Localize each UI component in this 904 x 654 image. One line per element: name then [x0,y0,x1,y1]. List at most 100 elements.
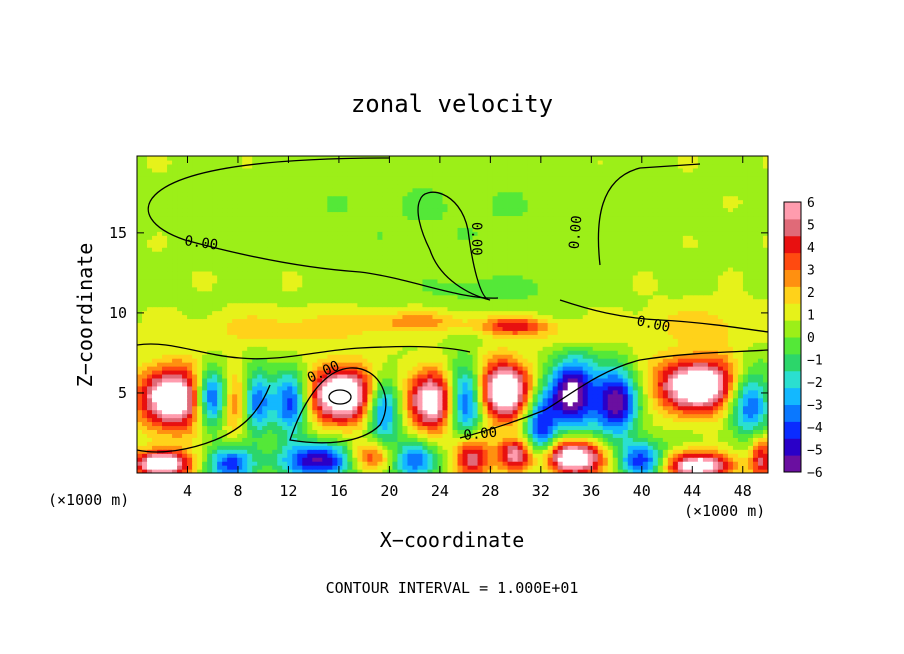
heatmap-cell [252,445,258,450]
heatmap-cell [462,389,469,395]
heatmap-cell [407,457,414,462]
heatmap-cell [487,342,494,347]
heatmap-cell [587,441,594,446]
heatmap-cell [317,437,323,442]
heatmap-cell [552,417,559,423]
heatmap-cell [147,441,153,446]
heatmap-cell [212,358,218,363]
heatmap-cell [402,358,409,363]
heatmap-cell [467,469,474,473]
heatmap-cell [432,393,439,399]
heatmap-cell [487,449,494,454]
heatmap-cell [292,381,298,387]
heatmap-cell [627,362,634,367]
heatmap-cell [487,417,494,423]
heatmap-cell [692,453,699,458]
heatmap-cell [722,469,729,473]
heatmap-cell [682,346,689,351]
heatmap-cell [492,461,499,466]
heatmap-cell [247,405,253,411]
heatmap-cell [582,373,589,379]
heatmap-cell [297,322,303,327]
heatmap-cell [637,405,644,411]
heatmap-cell [382,326,388,331]
heatmap-cell [342,397,348,403]
heatmap-cell [427,389,434,395]
heatmap-field [137,156,768,473]
heatmap-cell [572,354,579,359]
heatmap-cell [682,373,689,379]
heatmap-cell [647,342,654,347]
heatmap-cell [487,334,494,339]
heatmap-cell [502,358,509,363]
heatmap-cell [152,354,158,359]
heatmap-cell [447,393,454,399]
heatmap-cell [547,381,554,387]
heatmap-cell [522,354,529,359]
heatmap-cell [437,453,444,458]
heatmap-cell [417,326,424,331]
heatmap-cell [252,322,258,327]
heatmap-cell [407,401,414,407]
heatmap-cell [207,318,213,324]
heatmap-cell [707,469,714,473]
heatmap-cell [297,429,303,434]
heatmap-cell [462,334,469,339]
heatmap-cell [247,441,253,446]
heatmap-cell [212,401,218,407]
heatmap-cell [677,393,684,399]
heatmap-cell [332,362,338,367]
heatmap-cell [742,377,749,383]
heatmap-cell [692,366,699,371]
heatmap-cell [257,385,263,391]
heatmap-cell [637,409,644,415]
heatmap-cell [757,330,764,335]
heatmap-cell [512,369,519,375]
heatmap-cell [292,449,298,454]
heatmap-cell [282,362,288,367]
heatmap-cell [147,405,153,411]
heatmap-cell [677,449,684,454]
heatmap-cell [167,350,173,355]
heatmap-cell [452,409,459,415]
heatmap-cell [237,381,243,387]
heatmap-cell [412,413,419,419]
heatmap-cell [332,433,338,438]
heatmap-cell [622,346,629,351]
heatmap-cell [617,326,624,331]
heatmap-cell [142,421,148,427]
heatmap-cell [477,465,484,470]
heatmap-cell [412,373,419,379]
heatmap-cell [522,441,529,446]
heatmap-cell [382,373,388,379]
heatmap-cell [347,330,353,335]
heatmap-cell [192,381,198,387]
heatmap-cell [207,405,213,411]
heatmap-cell [402,385,409,391]
heatmap-cell [377,401,383,407]
heatmap-cell [347,373,353,379]
heatmap-cell [647,389,654,395]
heatmap-cell [587,322,594,327]
heatmap-cell [592,338,599,343]
heatmap-cell [232,469,238,473]
heatmap-cell [577,318,584,324]
heatmap-cell [317,318,323,324]
heatmap-cell [547,433,554,438]
heatmap-cell [177,342,183,347]
heatmap-cell [647,354,654,359]
heatmap-cell [227,401,233,407]
heatmap-cell [302,389,308,395]
heatmap-cell [497,421,504,427]
heatmap-cell [552,322,559,327]
heatmap-cell [497,350,504,355]
heatmap-cell [692,421,699,427]
heatmap-cell [742,449,749,454]
heatmap-cell [442,385,449,391]
heatmap-cell [167,373,173,379]
heatmap-cell [527,373,534,379]
heatmap-cell [362,449,368,454]
heatmap-cell [397,318,404,324]
heatmap-cell [212,409,218,415]
heatmap-cell [617,417,624,423]
